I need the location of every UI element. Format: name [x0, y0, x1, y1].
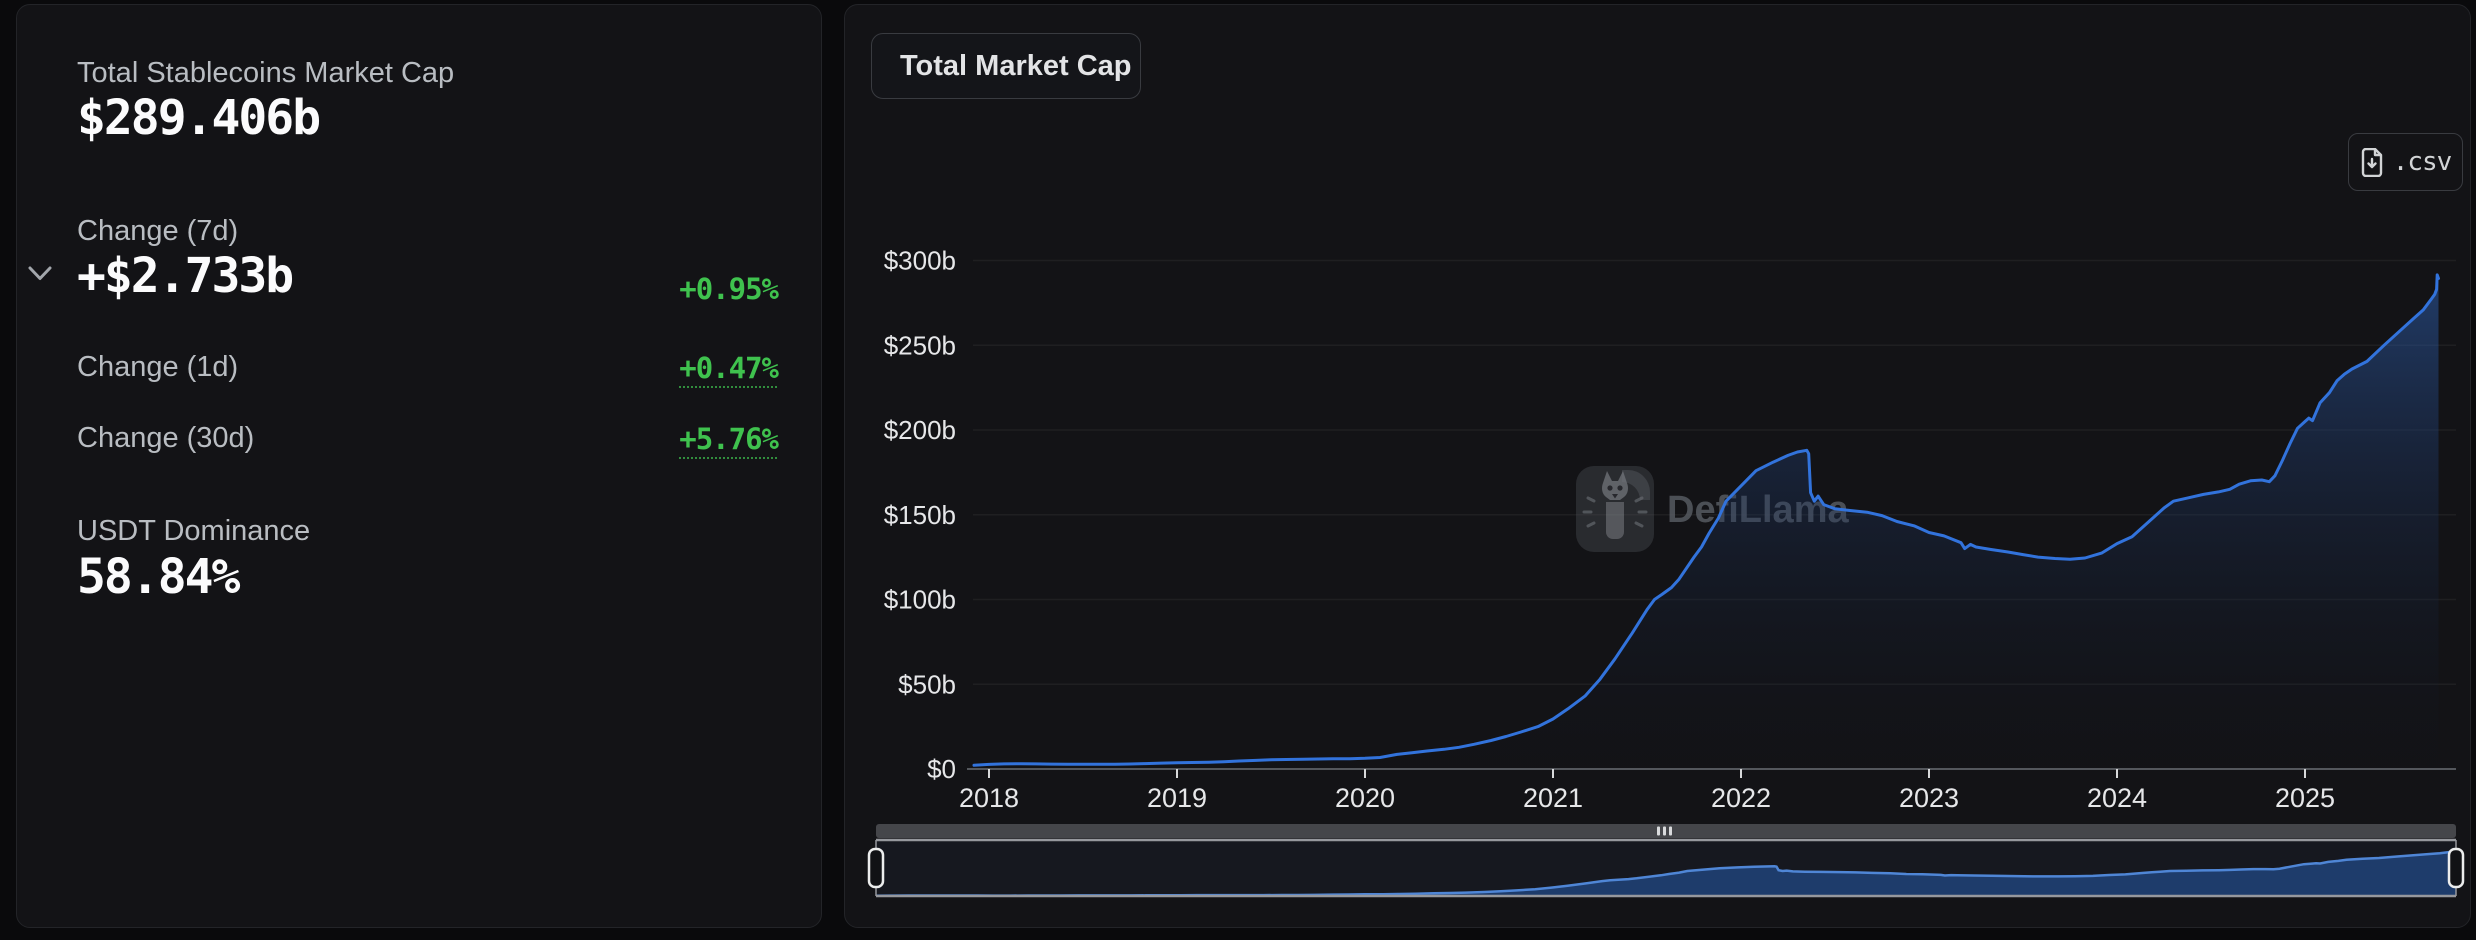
y-axis-labels: $300b $250b $200b $150b $100b $50b $0 [884, 246, 956, 785]
brush-area-series [876, 849, 2456, 896]
y-tick-label: $100b [884, 585, 956, 615]
market-cap-chart[interactable]: $300b$250b$200b$150b$100b$50b$0DefiLlama… [845, 5, 2472, 929]
download-csv-button[interactable]: .csv [2348, 133, 2463, 191]
x-tick-label: 2021 [1523, 783, 1583, 813]
change-1d-label: Change (1d) [77, 351, 239, 383]
metric-dropdown-label: Total Market Cap [900, 49, 1132, 82]
area-series [974, 274, 2439, 769]
x-axis [967, 768, 2456, 778]
scrollbar-grip-icon[interactable] [1669, 826, 1672, 836]
stats-title: Total Stablecoins Market Cap [77, 57, 455, 89]
brush-left-handle[interactable] [867, 847, 885, 889]
x-tick-label: 2023 [1899, 783, 1959, 813]
x-tick-label: 2018 [959, 783, 1019, 813]
scrollbar-grip-icon[interactable] [1663, 826, 1666, 836]
x-tick-label: 2024 [2087, 783, 2147, 813]
chevron-down-icon[interactable] [27, 265, 53, 282]
scrollbar-grip-icon[interactable] [1657, 826, 1660, 836]
y-tick-label: $50b [898, 669, 956, 699]
y-tick-label: $150b [884, 500, 956, 530]
total-market-cap-value: $289.406b [77, 90, 321, 146]
y-tick-label: $200b [884, 415, 956, 445]
change-30d-label: Change (30d) [77, 422, 255, 454]
y-tick-label: $300b [884, 246, 956, 276]
change-7d-percent: +0.95% [679, 272, 779, 306]
x-tick-label: 2020 [1335, 783, 1395, 813]
chart-card: $300b$250b$200b$150b$100b$50b$0DefiLlama… [844, 4, 2471, 928]
y-tick-label: $250b [884, 330, 956, 360]
line-series [972, 273, 2440, 767]
change-7d-label: Change (7d) [77, 215, 239, 247]
y-tick-label: $0 [927, 754, 956, 784]
x-tick-label: 2022 [1711, 783, 1771, 813]
brush-minichart[interactable] [867, 838, 2465, 898]
x-tick-label: 2025 [2275, 783, 2335, 813]
change-1d-percent[interactable]: +0.47% [679, 351, 779, 385]
stablecoins-stats-card: Total Stablecoins Market Cap $289.406b C… [16, 4, 822, 928]
usdt-dominance-value: 58.84% [77, 549, 240, 605]
usdt-dominance-label: USDT Dominance [77, 515, 311, 547]
metric-dropdown[interactable]: Total Market Cap [871, 33, 1141, 99]
chart-scrollbar[interactable] [876, 824, 2456, 838]
change-30d-percent[interactable]: +5.76% [679, 422, 779, 456]
brush-right-handle[interactable] [2447, 847, 2465, 889]
change-7d-value: +$2.733b [77, 248, 294, 304]
csv-label: .csv [2392, 147, 2453, 177]
defillama-logo-icon [1576, 466, 1654, 552]
x-tick-label: 2019 [1147, 783, 1207, 813]
download-file-icon [2361, 147, 2382, 177]
x-axis-labels: 2018 2019 2020 2021 2022 2023 2024 2025 [959, 783, 2335, 813]
